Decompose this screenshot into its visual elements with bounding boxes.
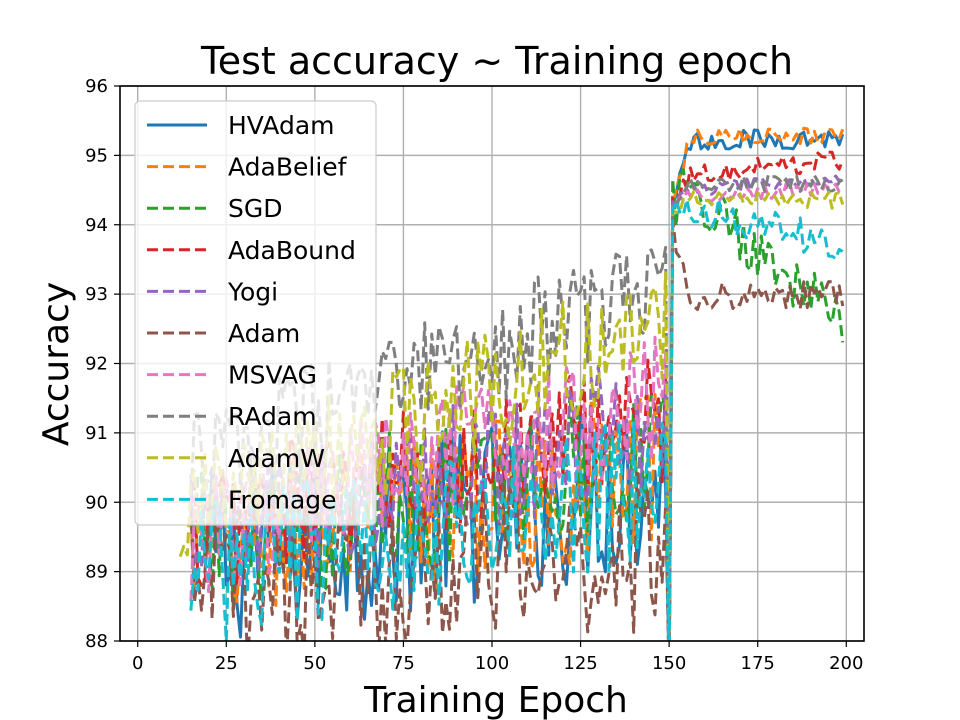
legend: HVAdam AdaBelief SGD AdaBound Yogi Adam MSVAG R…	[134, 100, 377, 526]
legend-label: MSVAG	[228, 361, 317, 390]
y-tick-label: 94	[85, 215, 108, 236]
y-tick-label: 96	[85, 76, 108, 97]
y-axis-label: Accuracy	[36, 282, 77, 446]
y-tick-label: 91	[85, 423, 108, 444]
x-tick-label: 25	[215, 653, 238, 674]
legend-label: AdaBound	[228, 236, 356, 265]
legend-label: Fromage	[228, 485, 337, 514]
x-tick-label: 200	[829, 653, 863, 674]
x-tick-label: 125	[563, 653, 597, 674]
x-tick-label: 0	[132, 653, 143, 674]
y-tick-label: 89	[85, 562, 108, 583]
chart-title: Test accuracy ~ Training epoch	[200, 39, 793, 83]
y-tick-label: 90	[85, 492, 108, 513]
x-tick-label: 100	[475, 653, 509, 674]
y-tick-label: 95	[85, 145, 108, 166]
legend-label: HVAdam	[228, 111, 335, 140]
legend-label: AdaBelief	[228, 153, 348, 182]
legend-label: Yogi	[227, 277, 278, 306]
ticks: 0 25 50 75 100 125 150 175 200 88 89 90 91 92 93 94 95 96	[85, 76, 863, 674]
x-tick-label: 50	[303, 653, 326, 674]
y-tick-label: 88	[85, 631, 108, 652]
y-tick-label: 93	[85, 284, 108, 305]
x-tick-label: 175	[741, 653, 775, 674]
legend-label: RAdam	[228, 402, 317, 431]
legend-label: AdamW	[228, 444, 325, 473]
x-tick-label: 150	[652, 653, 686, 674]
x-axis-label: Training Epoch	[363, 680, 628, 720]
y-tick-label: 92	[85, 354, 108, 375]
x-tick-label: 75	[392, 653, 415, 674]
legend-label: SGD	[228, 194, 283, 223]
series-line-fromage	[189, 197, 844, 641]
legend-label: Adam	[228, 319, 300, 348]
